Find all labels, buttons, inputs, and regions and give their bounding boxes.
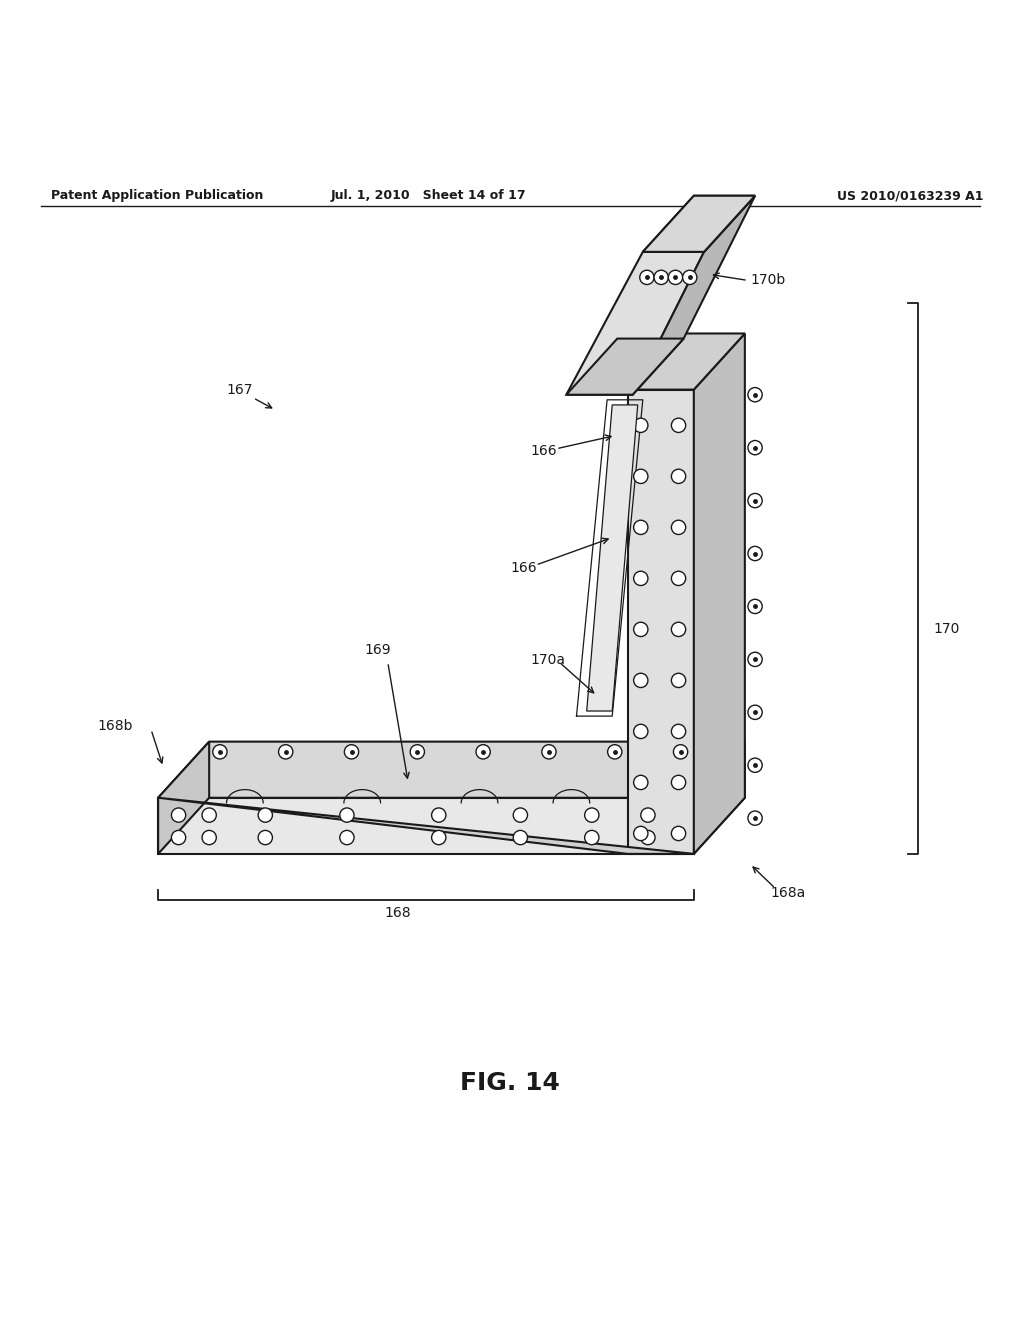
Polygon shape [158, 742, 744, 797]
Circle shape [634, 520, 648, 535]
Circle shape [748, 599, 762, 614]
Circle shape [171, 808, 185, 822]
Circle shape [258, 808, 272, 822]
Circle shape [748, 441, 762, 455]
Circle shape [654, 271, 669, 285]
Polygon shape [566, 252, 705, 395]
Text: 170b: 170b [750, 273, 785, 288]
Circle shape [748, 494, 762, 508]
Polygon shape [158, 797, 694, 854]
Circle shape [258, 830, 272, 845]
Text: 167: 167 [226, 383, 253, 396]
Circle shape [748, 546, 762, 561]
Circle shape [607, 744, 622, 759]
Text: 166: 166 [510, 561, 537, 576]
Circle shape [672, 469, 686, 483]
Circle shape [279, 744, 293, 759]
Circle shape [340, 808, 354, 822]
Polygon shape [643, 195, 755, 252]
Circle shape [585, 830, 599, 845]
Circle shape [634, 469, 648, 483]
Circle shape [202, 830, 216, 845]
Circle shape [634, 725, 648, 739]
Text: Jul. 1, 2010   Sheet 14 of 17: Jul. 1, 2010 Sheet 14 of 17 [331, 189, 526, 202]
Circle shape [585, 808, 599, 822]
Circle shape [171, 830, 185, 845]
Circle shape [634, 775, 648, 789]
Text: Patent Application Publication: Patent Application Publication [51, 189, 263, 202]
Polygon shape [694, 334, 744, 854]
Text: FIG. 14: FIG. 14 [460, 1072, 560, 1096]
Text: 170a: 170a [530, 653, 565, 667]
Circle shape [672, 622, 686, 636]
Circle shape [672, 725, 686, 739]
Circle shape [672, 826, 686, 841]
Circle shape [431, 808, 445, 822]
Circle shape [634, 826, 648, 841]
Polygon shape [643, 195, 755, 252]
Circle shape [344, 744, 358, 759]
Circle shape [672, 673, 686, 688]
Circle shape [672, 418, 686, 433]
Circle shape [340, 830, 354, 845]
Polygon shape [587, 405, 638, 711]
Circle shape [213, 744, 227, 759]
Circle shape [748, 758, 762, 772]
Text: 168a: 168a [770, 886, 806, 900]
Circle shape [641, 830, 655, 845]
Circle shape [672, 520, 686, 535]
Polygon shape [628, 389, 694, 854]
Text: 168: 168 [385, 906, 412, 920]
Text: 170: 170 [934, 623, 959, 636]
Polygon shape [566, 339, 684, 395]
Circle shape [634, 418, 648, 433]
Circle shape [748, 388, 762, 401]
Text: 169: 169 [365, 643, 391, 657]
Circle shape [748, 705, 762, 719]
Circle shape [634, 673, 648, 688]
Circle shape [669, 271, 683, 285]
Polygon shape [694, 742, 744, 854]
Circle shape [202, 808, 216, 822]
Circle shape [513, 808, 527, 822]
Circle shape [634, 622, 648, 636]
Polygon shape [158, 797, 694, 854]
Circle shape [513, 830, 527, 845]
Circle shape [672, 775, 686, 789]
Circle shape [672, 572, 686, 586]
Circle shape [748, 810, 762, 825]
Circle shape [641, 808, 655, 822]
Circle shape [634, 572, 648, 586]
Circle shape [411, 744, 425, 759]
Circle shape [431, 830, 445, 845]
Polygon shape [628, 334, 744, 389]
Text: US 2010/0163239 A1: US 2010/0163239 A1 [837, 189, 983, 202]
Text: 168b: 168b [97, 719, 133, 734]
Polygon shape [158, 742, 209, 854]
Polygon shape [633, 195, 755, 395]
Circle shape [748, 652, 762, 667]
Circle shape [640, 271, 654, 285]
Circle shape [683, 271, 697, 285]
Circle shape [542, 744, 556, 759]
Circle shape [674, 744, 688, 759]
Text: 166: 166 [530, 444, 557, 458]
Circle shape [476, 744, 490, 759]
